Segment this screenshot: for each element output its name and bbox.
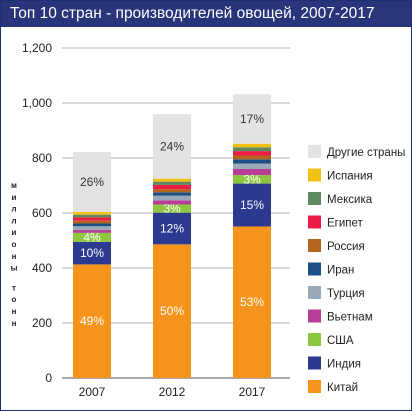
y-axis-label-char: и xyxy=(12,193,17,202)
legend-swatch xyxy=(308,192,321,205)
bar-segment xyxy=(73,264,111,378)
legend-swatch xyxy=(308,168,321,182)
y-tick-label: 800 xyxy=(32,151,52,165)
bar-data-label: 12% xyxy=(160,222,184,236)
bar-segment xyxy=(73,217,111,221)
legend-swatch xyxy=(308,333,321,346)
bar-data-label: 4% xyxy=(83,230,101,244)
bar-data-label: 10% xyxy=(80,246,104,260)
y-axis-label-char: о xyxy=(12,295,17,304)
legend: Другие страны Испания Мексика Египет Россия И… xyxy=(308,145,405,394)
legend-swatch xyxy=(308,286,321,299)
bar-segment xyxy=(233,94,271,144)
y-tick-label: 600 xyxy=(32,206,52,220)
legend-swatch xyxy=(308,145,321,158)
bars: 49% 10% 4% 26% 50% 12% 3% 24% 53% 15% 3% 17% xyxy=(73,94,271,378)
y-axis-label-char: м xyxy=(11,181,17,190)
y-tick-label: 1,000 xyxy=(22,96,52,110)
bar-segment xyxy=(153,195,191,201)
bar-segment xyxy=(233,143,271,148)
bar-segment xyxy=(153,178,191,182)
legend-label: Мексика xyxy=(327,194,373,206)
bar-segment xyxy=(153,189,191,193)
y-axis-label-char: л xyxy=(11,205,16,214)
legend-swatch xyxy=(308,309,321,323)
bar-data-label: 49% xyxy=(80,314,104,328)
x-tick-label: 2017 xyxy=(239,385,266,399)
y-axis-label-char: и xyxy=(12,228,17,237)
legend-swatch xyxy=(308,356,321,370)
bar-data-label: 26% xyxy=(80,175,104,189)
legend-label: США xyxy=(327,335,354,347)
legend-label: Турция xyxy=(327,288,365,300)
bar-segment xyxy=(153,244,191,378)
legend-label: Другие страны xyxy=(327,147,405,159)
y-tick-label: 1,200 xyxy=(22,41,52,55)
legend-swatch xyxy=(308,239,321,252)
bar-segment xyxy=(73,223,111,227)
y-axis-label-char: л xyxy=(11,216,16,225)
bar-segment xyxy=(73,241,111,265)
bar-segment xyxy=(233,151,271,156)
bar-segment xyxy=(73,220,111,224)
y-axis-label-char: н xyxy=(12,319,17,328)
chart-title: Топ 10 стран - производителей овощей, 20… xyxy=(10,5,375,22)
legend-label: Россия xyxy=(327,241,365,253)
bar-segment xyxy=(73,214,111,218)
legend-label: Испания xyxy=(327,171,373,183)
bar-data-label: 53% xyxy=(240,295,264,309)
y-axis-label-char: о xyxy=(12,240,17,249)
legend-swatch xyxy=(308,380,321,393)
legend-label: Китай xyxy=(327,382,358,394)
bar-segment xyxy=(233,169,271,176)
y-axis-label-char: н xyxy=(12,307,17,316)
legend-label: Вьетнам xyxy=(327,312,373,324)
bar-segment xyxy=(233,226,271,378)
bar-segment xyxy=(233,183,271,227)
legend-label: Индия xyxy=(327,359,361,371)
bar-data-label: 24% xyxy=(160,139,184,153)
y-axis-label-char: н xyxy=(12,252,17,261)
y-axis-label-char: т xyxy=(12,283,16,292)
y-axis-ticks: 0 200 400 600 800 1,000 1,200 xyxy=(22,41,52,385)
bar-segment xyxy=(73,226,111,231)
bar-segment xyxy=(73,230,111,233)
bar-segment xyxy=(153,181,191,185)
bar-data-label: 15% xyxy=(240,198,264,212)
bar-segment xyxy=(153,200,191,205)
x-tick-label: 2012 xyxy=(159,385,186,399)
legend-swatch xyxy=(308,262,321,276)
title-bar: Топ 10 стран - производителей овощей, 20… xyxy=(1,1,411,27)
x-tick-label: 2007 xyxy=(79,385,106,399)
bar-segment xyxy=(233,155,271,160)
bar-data-label: 3% xyxy=(243,172,261,186)
y-tick-label: 0 xyxy=(45,371,52,385)
x-axis-categories: 2007 2012 2017 xyxy=(79,385,266,399)
bar-data-label: 3% xyxy=(163,202,181,216)
bar-segment xyxy=(233,175,271,184)
bar-data-label: 50% xyxy=(160,304,184,318)
bar-segment xyxy=(153,192,191,196)
legend-label: Иран xyxy=(327,265,354,277)
bar-segment xyxy=(233,147,271,152)
bar-segment xyxy=(153,212,191,245)
bar-segment xyxy=(153,184,191,190)
legend-label: Египет xyxy=(327,218,364,230)
bar-data-label: 17% xyxy=(240,112,264,126)
bar-segment xyxy=(233,159,271,164)
bar-segment xyxy=(73,151,111,212)
bar-segment xyxy=(153,114,191,179)
bar-segment xyxy=(233,163,271,169)
legend-swatch xyxy=(308,215,321,229)
y-tick-label: 400 xyxy=(32,261,52,275)
bar-segment xyxy=(73,211,111,215)
y-axis-label-char: ы xyxy=(11,264,18,273)
bar-segment xyxy=(153,204,191,213)
bar-segment xyxy=(73,232,111,242)
y-tick-label: 200 xyxy=(32,316,52,330)
